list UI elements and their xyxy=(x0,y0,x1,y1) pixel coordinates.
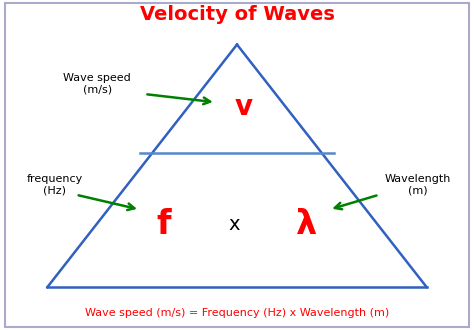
Text: λ: λ xyxy=(295,208,316,241)
Text: v: v xyxy=(235,93,253,121)
Text: f: f xyxy=(156,208,171,241)
Text: Velocity of Waves: Velocity of Waves xyxy=(139,5,335,24)
Text: x: x xyxy=(229,215,240,234)
Text: Wave speed
(m/s): Wave speed (m/s) xyxy=(64,73,131,95)
Text: Wavelength
(m): Wavelength (m) xyxy=(385,174,451,196)
Text: frequency
(Hz): frequency (Hz) xyxy=(27,174,82,196)
Text: Wave speed (m/s) = Frequency (Hz) x Wavelength (m): Wave speed (m/s) = Frequency (Hz) x Wave… xyxy=(85,309,389,318)
